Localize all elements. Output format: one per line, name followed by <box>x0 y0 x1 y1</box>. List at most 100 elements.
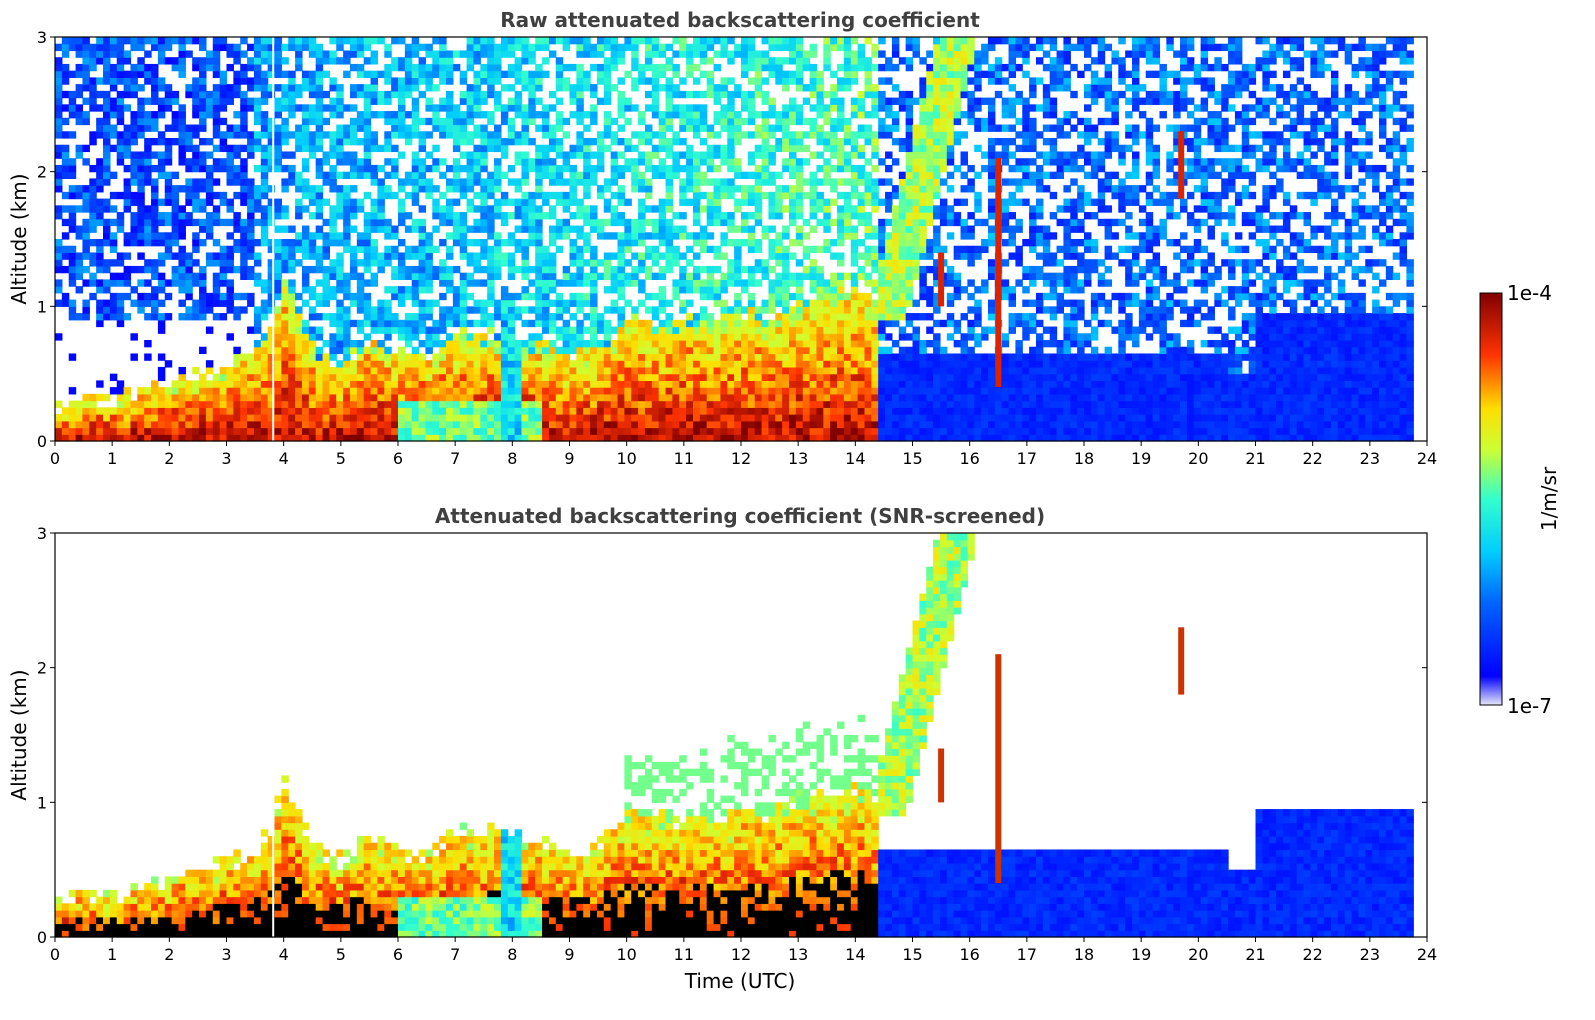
heatmap-cell <box>741 131 749 139</box>
heatmap-cell <box>116 380 125 388</box>
heatmap-cell <box>679 117 687 126</box>
heatmap-cell <box>253 43 262 52</box>
heatmap-cell <box>583 427 591 435</box>
heatmap-cell <box>137 212 145 220</box>
heatmap-cell <box>89 63 97 72</box>
heatmap-cell <box>466 84 475 92</box>
heatmap-cell <box>425 191 433 200</box>
heatmap-cell <box>535 387 543 395</box>
heatmap-cell <box>349 299 358 307</box>
heatmap-cell <box>535 205 543 213</box>
heatmap-cell <box>178 407 186 415</box>
heatmap-cell <box>473 353 481 361</box>
heatmap-cell <box>535 225 543 233</box>
heatmap-cell <box>795 380 804 388</box>
heatmap-cell <box>363 346 372 355</box>
heatmap-cell <box>459 333 468 341</box>
heatmap-cell <box>802 366 811 375</box>
heatmap-cell <box>590 340 598 348</box>
heatmap-cell <box>137 70 145 78</box>
heatmap-cell <box>116 414 125 422</box>
heatmap-cell <box>809 191 818 200</box>
heatmap-cell <box>761 151 770 159</box>
heatmap-cell <box>658 70 667 78</box>
heatmap-cell <box>775 144 783 153</box>
heatmap-cell <box>233 57 241 65</box>
heatmap-cell <box>768 205 776 213</box>
heatmap-cell <box>343 191 351 200</box>
heatmap-cell <box>185 306 193 314</box>
heatmap-cell <box>55 63 63 72</box>
heatmap-cell <box>706 407 715 415</box>
heatmap-cell <box>103 178 111 186</box>
heatmap-cell <box>837 434 845 442</box>
heatmap-cell <box>837 387 845 395</box>
heatmap-cell <box>253 111 262 119</box>
heatmap-cell <box>754 84 763 92</box>
heatmap-cell <box>494 90 502 99</box>
heatmap-cell <box>96 77 104 85</box>
heatmap-cell <box>644 252 653 260</box>
heatmap-cell <box>562 43 571 52</box>
heatmap-cell <box>843 57 852 65</box>
heatmap-cell <box>439 427 447 435</box>
heatmap-cell <box>164 178 173 186</box>
heatmap-cell <box>75 104 84 112</box>
heatmap-cell <box>596 326 605 334</box>
heatmap-cell <box>528 373 536 381</box>
heatmap-cell <box>665 313 673 321</box>
heatmap-cell <box>404 171 413 179</box>
heatmap-cell <box>391 353 399 361</box>
heatmap-cell <box>157 164 166 173</box>
heatmap-cell <box>837 292 845 301</box>
heatmap-cell <box>761 346 770 355</box>
heatmap-cell <box>233 373 241 381</box>
heatmap-cell <box>267 117 276 126</box>
heatmap-cell <box>487 272 495 280</box>
heatmap-cell <box>830 420 838 429</box>
heatmap-cell <box>802 178 811 186</box>
heatmap-cell <box>233 387 241 395</box>
heatmap-cell <box>555 37 564 45</box>
heatmap-cell <box>809 63 818 72</box>
heatmap-cell <box>432 111 440 119</box>
heatmap-cell <box>789 414 797 422</box>
heatmap-cell <box>809 279 818 287</box>
heatmap-cell <box>528 77 536 85</box>
heatmap-cell <box>336 407 344 415</box>
heatmap-cell <box>446 97 454 105</box>
heatmap-cell <box>576 225 584 233</box>
heatmap-cell <box>212 420 221 429</box>
heatmap-cell <box>144 259 152 267</box>
heatmap-cell <box>103 232 111 240</box>
heatmap-cell <box>418 158 427 166</box>
heatmap-cell <box>370 387 379 395</box>
heatmap-cell <box>301 144 310 153</box>
heatmap-cell <box>391 286 399 294</box>
heatmap-cell <box>301 272 310 280</box>
heatmap-cell <box>665 353 673 361</box>
heatmap-cell <box>843 84 852 92</box>
heatmap-cell <box>775 252 783 260</box>
heatmap-cell <box>130 286 138 294</box>
heatmap-cell <box>205 63 214 72</box>
heatmap-cell <box>432 198 440 206</box>
heatmap-cell <box>747 185 756 193</box>
heatmap-cell <box>164 151 173 159</box>
heatmap-cell <box>144 420 152 429</box>
heatmap-cell <box>494 434 502 442</box>
heatmap-cell <box>782 333 790 341</box>
heatmap-cell <box>507 97 516 105</box>
heatmap-cell <box>672 360 680 368</box>
heatmap-cell <box>322 245 330 254</box>
heatmap-cell <box>411 272 420 280</box>
heatmap-cell <box>425 43 433 52</box>
heatmap-cell <box>535 111 543 119</box>
heatmap-cell <box>68 205 77 213</box>
heatmap-cell <box>823 104 831 112</box>
heatmap-cell <box>315 380 324 388</box>
heatmap-cell <box>576 97 584 105</box>
heatmap-cell <box>727 360 735 368</box>
heatmap-cell <box>816 131 824 139</box>
heatmap-cell <box>569 151 577 159</box>
